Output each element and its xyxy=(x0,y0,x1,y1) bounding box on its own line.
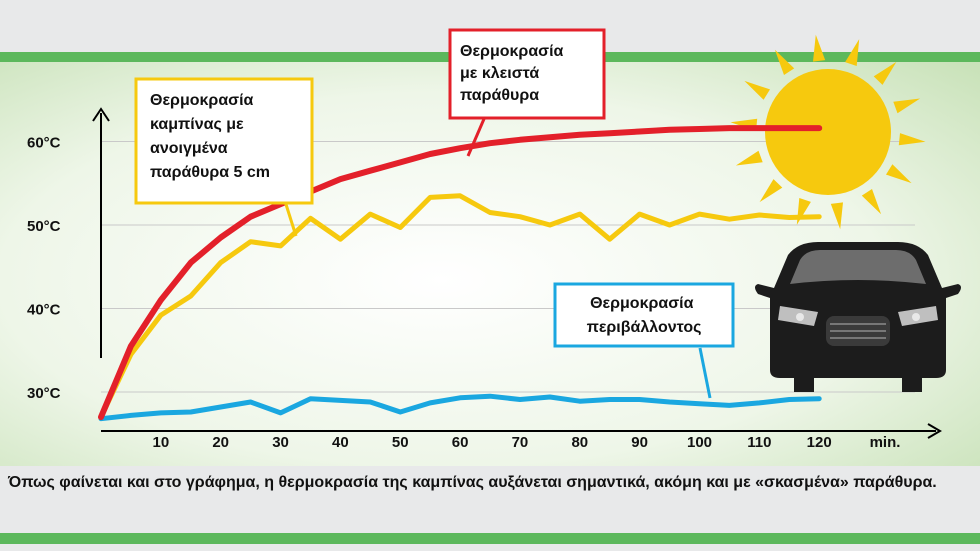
x-axis-arrow xyxy=(927,423,942,439)
y-tick-labels: 30°C 40°C 50°C 60°C xyxy=(27,135,61,403)
callout-open-windows: Θερμοκρασία καμπίνας με ανοιγμένα παράθυ… xyxy=(134,77,314,237)
x-tick-label: 120 xyxy=(807,434,832,451)
x-tick-label: 50 xyxy=(392,434,409,451)
svg-text:Θερμοκρασία καμπίνας με: Θερμοκρασία καμπίνας με ανοιγμένα παράθυ… xyxy=(150,92,270,181)
x-tick-label: 60 xyxy=(452,434,469,451)
sun-ray xyxy=(845,39,860,66)
callout-ambient: Θερμοκρασία περιβάλλοντος xyxy=(553,282,735,399)
y-tick-label: 60°C xyxy=(27,135,61,152)
callout-ambient-line-1: Θερμοκρασία xyxy=(590,295,694,312)
x-axis-label: min. xyxy=(870,434,901,451)
bottom-frame-band xyxy=(0,533,980,544)
caption-text: Όπως φαίνεται και στο γράφημα, η θερμοκρ… xyxy=(8,474,937,491)
svg-text:Θερμοκρασία με κλειστά: Θερμοκρασία με κλειστά παράθυρα xyxy=(460,43,568,104)
y-axis-arrow xyxy=(92,107,110,122)
callout-closed-line-2: με κλειστά xyxy=(460,65,539,82)
x-tick-label: 10 xyxy=(153,434,170,451)
series-line-closed-windows xyxy=(98,125,823,421)
sun-ray xyxy=(735,150,763,166)
x-tick-label: 40 xyxy=(332,434,349,451)
sun-ray xyxy=(830,202,843,230)
x-tick-labels: 10 20 30 40 50 60 70 80 90 100 110 120 xyxy=(153,434,832,451)
axes xyxy=(92,107,942,439)
sun-ray xyxy=(886,164,912,184)
callout-open-line-3: ανοιγμένα xyxy=(150,140,228,157)
y-tick-label: 50°C xyxy=(27,218,61,235)
sun-ray xyxy=(893,98,921,114)
callout-open-line-2: καμπίνας με xyxy=(150,116,244,133)
series-line-open-windows xyxy=(98,193,822,420)
sun-ray xyxy=(774,49,795,75)
sun-ray xyxy=(898,133,926,146)
callout-ambient-line-2: περιβάλλοντος xyxy=(587,319,702,336)
sun-ray xyxy=(873,61,897,85)
x-tick-label: 100 xyxy=(687,434,712,451)
y-tick-label: 40°C xyxy=(27,302,61,319)
x-tick-label: 90 xyxy=(631,434,648,451)
svg-text:Θερμοκρασία περιβάλλοντο: Θερμοκρασία περιβάλλοντος xyxy=(587,295,702,336)
x-tick-label: 20 xyxy=(212,434,229,451)
sun-ray xyxy=(861,189,882,215)
callout-closed-line-1: Θερμοκρασία xyxy=(460,43,564,60)
car-icon xyxy=(755,242,961,392)
x-tick-label: 70 xyxy=(512,434,529,451)
sun-ray xyxy=(744,80,770,100)
y-tick-label: 30°C xyxy=(27,385,61,402)
callout-closed-line-3: παράθυρα xyxy=(460,87,539,104)
callout-open-line-1: Θερμοκρασία xyxy=(150,92,254,109)
sun-icon xyxy=(730,34,926,230)
callout-closed-windows: Θερμοκρασία με κλειστά παράθυρα xyxy=(448,28,606,157)
sun-ray xyxy=(813,34,826,62)
sun-ray xyxy=(759,179,783,203)
x-tick-label: 30 xyxy=(272,434,289,451)
x-tick-label: 110 xyxy=(747,434,771,451)
series-lines xyxy=(98,125,823,422)
x-tick-label: 80 xyxy=(571,434,588,451)
sun-disc xyxy=(765,69,891,195)
callout-open-line-4: παράθυρα 5 cm xyxy=(150,164,270,181)
series-line-ambient xyxy=(98,393,822,422)
